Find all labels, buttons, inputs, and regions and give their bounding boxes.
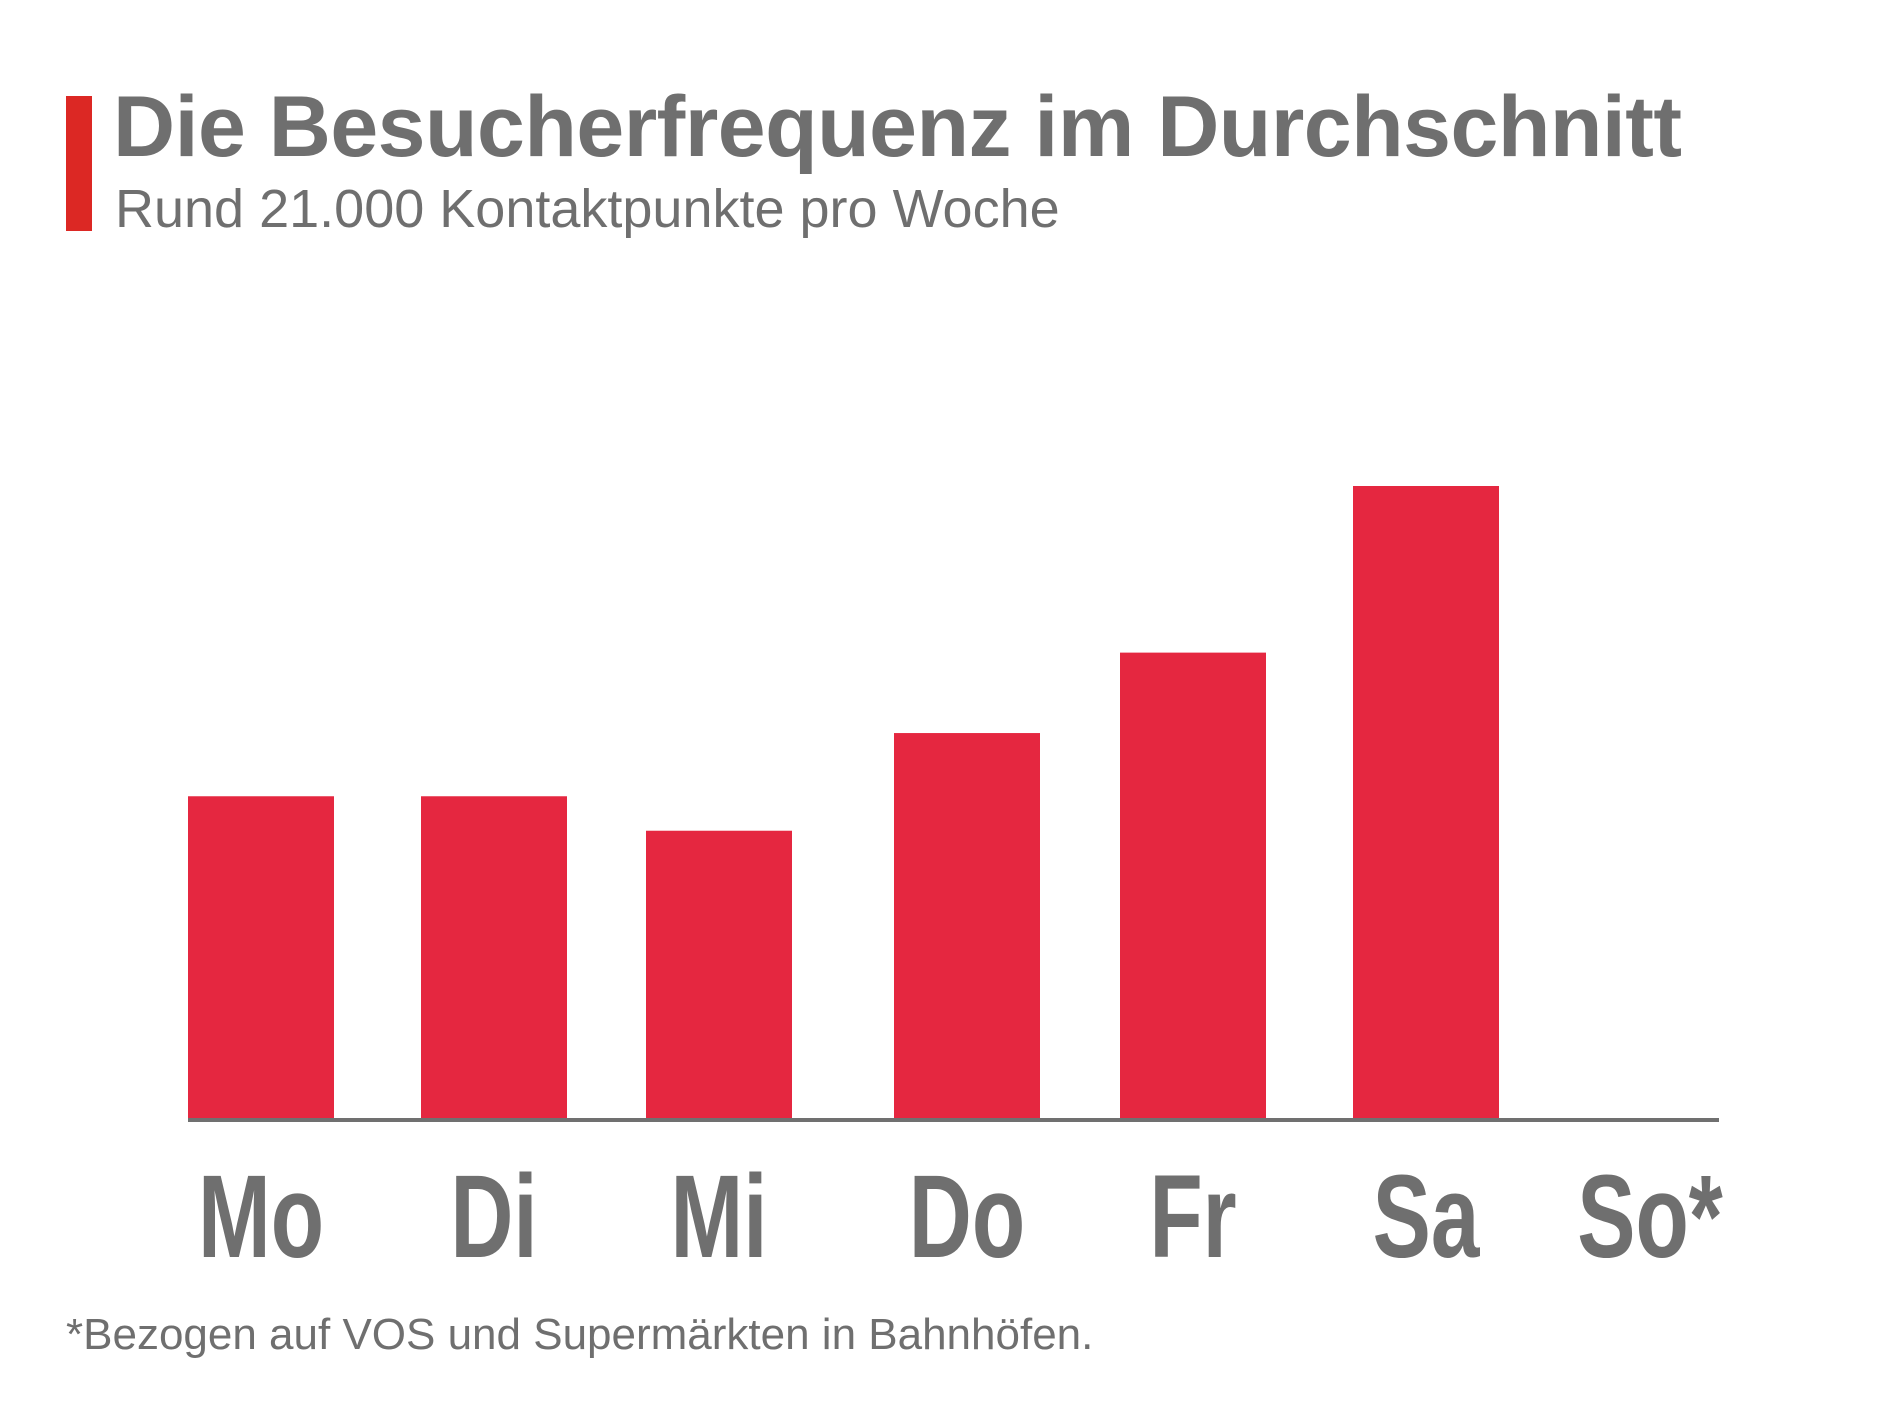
bar-di	[421, 796, 567, 1118]
x-tick-label: Sa	[1373, 1150, 1481, 1282]
title-accent-bar	[66, 96, 92, 231]
bar-sa	[1353, 486, 1499, 1118]
x-tick-label: Di	[450, 1150, 537, 1282]
x-tick-label: Mi	[671, 1150, 768, 1282]
x-tick-label: Mo	[198, 1150, 324, 1282]
chart-title: Die Besucherfrequenz im Durchschnitt	[113, 79, 1682, 175]
chart-subtitle: Rund 21.000 Kontaktpunkte pro Woche	[115, 179, 1060, 239]
bar-fr	[1120, 652, 1266, 1118]
x-tick-labels: Mo Di Mi Do Fr Sa So*	[198, 1150, 1723, 1282]
bar-do	[894, 733, 1040, 1118]
footnote: *Bezogen auf VOS und Supermärkten in Bah…	[66, 1310, 1094, 1359]
bar-mi	[646, 830, 792, 1118]
x-tick-label: Fr	[1149, 1150, 1236, 1282]
bar-mo	[188, 796, 334, 1118]
x-tick-label: Do	[909, 1150, 1025, 1282]
x-tick-label: So*	[1577, 1150, 1723, 1282]
bars-group	[188, 486, 1499, 1118]
